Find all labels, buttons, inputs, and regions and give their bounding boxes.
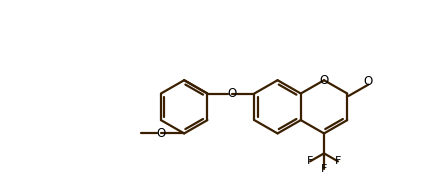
Text: O: O <box>319 74 329 87</box>
Text: F: F <box>321 164 327 174</box>
Text: F: F <box>307 156 313 166</box>
Text: O: O <box>363 75 373 88</box>
Text: O: O <box>157 127 166 140</box>
Text: F: F <box>335 156 341 166</box>
Text: O: O <box>227 87 236 100</box>
